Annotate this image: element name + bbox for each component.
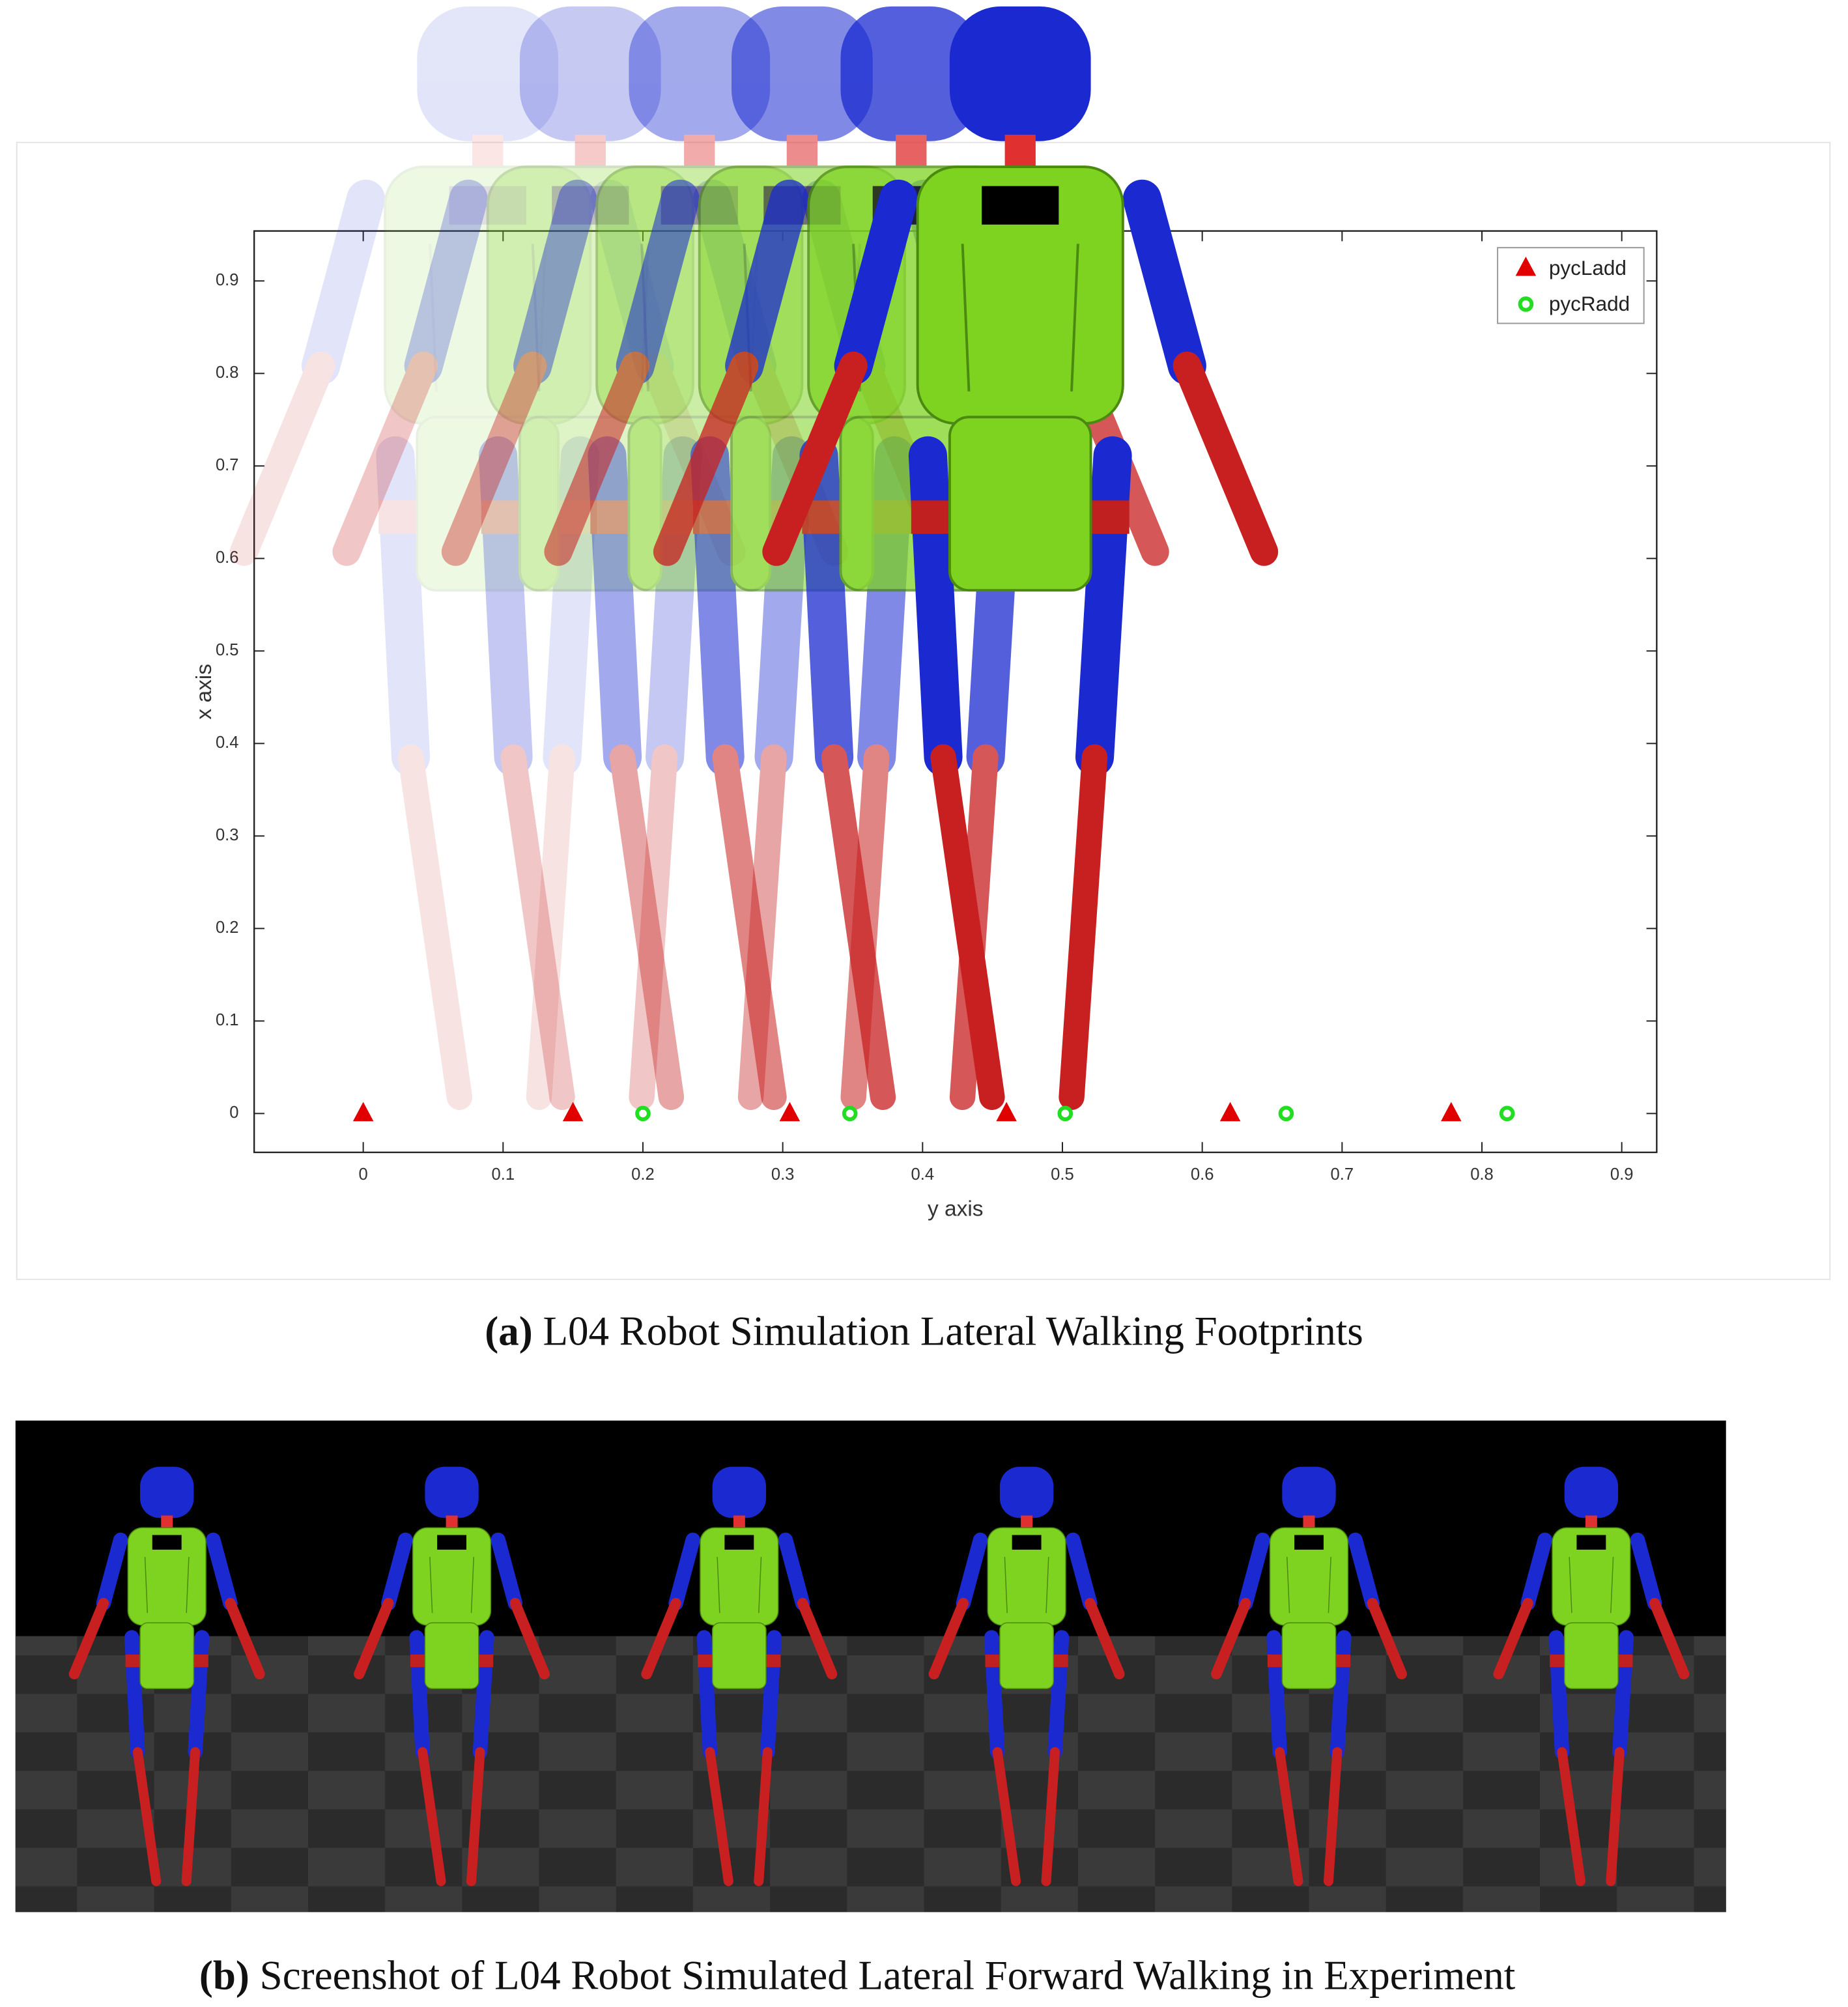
circle-marker [842, 1105, 858, 1122]
y-tick-label: 0.3 [216, 826, 239, 844]
legend-label: pycLadd [1549, 256, 1627, 279]
x-tick-label: 0.4 [911, 1165, 935, 1184]
caption-a: (a) L04 Robot Simulation Lateral Walking… [485, 1309, 1363, 1354]
x-tick-label: 0.5 [1051, 1165, 1074, 1184]
simulation-screenshot [15, 1420, 1726, 1913]
triangle-marker [779, 1102, 801, 1122]
legend-marker [1518, 296, 1534, 312]
circle-marker [1499, 1105, 1515, 1122]
y-tick-label: 0.2 [216, 918, 239, 937]
x-tick-label: 0.3 [771, 1165, 795, 1184]
y-tick-label: 0 [229, 1103, 238, 1122]
y-axis-label: x axis [192, 664, 216, 720]
triangle-marker [1441, 1102, 1462, 1122]
x-tick-label: 0.9 [1610, 1165, 1634, 1184]
circle-marker [1278, 1105, 1294, 1122]
triangle-marker [996, 1102, 1017, 1122]
circle-marker [635, 1105, 651, 1122]
y-tick-label: 0.1 [216, 1011, 239, 1029]
x-tick-label: 0.6 [1191, 1165, 1214, 1184]
triangle-marker [562, 1102, 584, 1122]
caption-b: (b) Screenshot of L04 Robot Simulated La… [199, 1953, 1516, 1999]
triangle-marker [1219, 1102, 1241, 1122]
x-tick-label: 0.1 [492, 1165, 515, 1184]
y-tick-label: 0.4 [216, 733, 239, 752]
y-tick-label: 0.8 [216, 363, 239, 382]
x-axis-label: y axis [928, 1197, 984, 1221]
x-tick-label: 0.8 [1470, 1165, 1494, 1184]
legend: pycLadd pycRadd [1497, 247, 1645, 324]
legend-label: pycRadd [1549, 292, 1630, 315]
circle-marker [1057, 1105, 1073, 1122]
y-tick-label: 0.7 [216, 456, 239, 474]
x-tick-label: 0.7 [1331, 1165, 1354, 1184]
markers: pycLadd pycRadd [352, 247, 1645, 1122]
y-tick-label: 0.9 [216, 271, 239, 289]
y-tick-label: 0.5 [216, 641, 239, 659]
legend-marker [1515, 256, 1537, 276]
x-tick-label: 0 [359, 1165, 368, 1184]
x-tick-label: 0.2 [631, 1165, 655, 1184]
triangle-marker [352, 1102, 374, 1122]
